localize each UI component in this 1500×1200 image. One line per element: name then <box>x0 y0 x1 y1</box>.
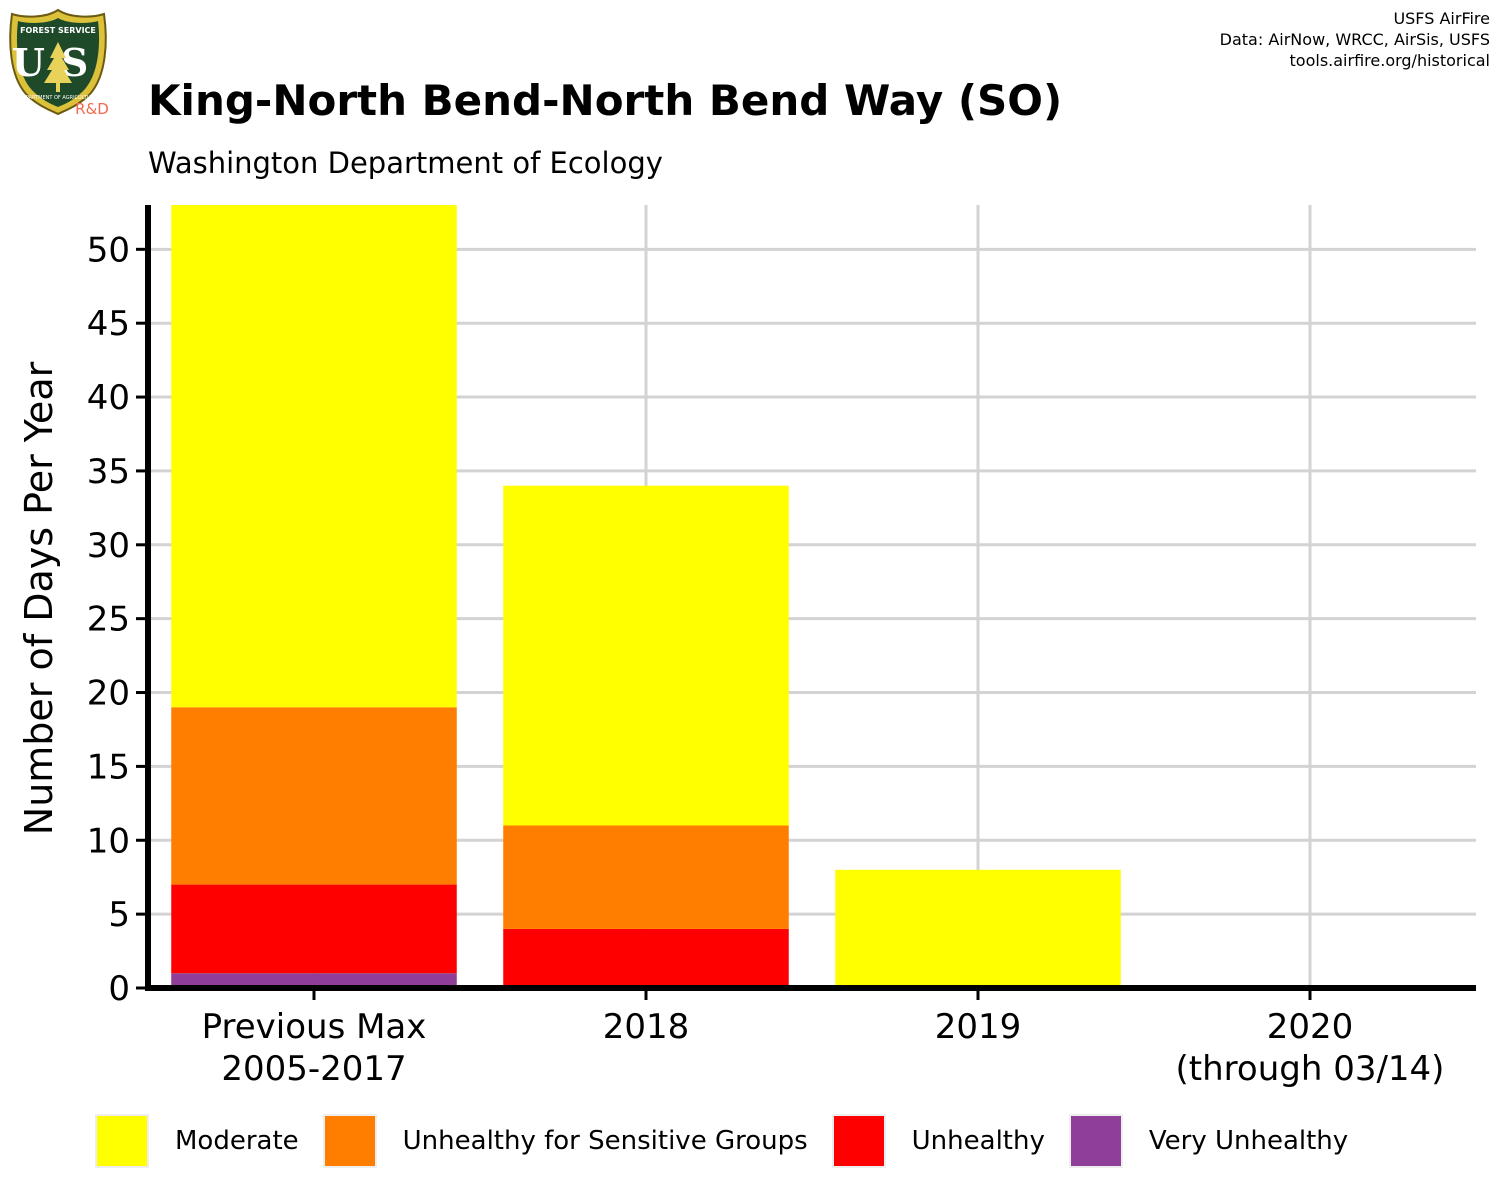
x-tick-label: 2005-2017 <box>221 1049 406 1089</box>
y-tick-label: 0 <box>108 969 130 1009</box>
chart-subtitle: Washington Department of Ecology <box>148 146 663 180</box>
legend-swatch <box>322 1114 377 1168</box>
bar-segment <box>835 869 1121 988</box>
legend-label: Moderate <box>175 1126 299 1156</box>
legend: Moderate Unhealthy for Sensitive Groups Un… <box>95 1112 1372 1170</box>
y-tick-label: 30 <box>87 526 130 566</box>
logo-badge: R&D <box>75 100 109 118</box>
y-tick-label: 5 <box>108 895 130 935</box>
credit-line-data: Data: AirNow, WRCC, AirSis, USFS <box>1219 30 1490 49</box>
legend-label: Unhealthy for Sensitive Groups <box>402 1126 808 1156</box>
legend-item: Unhealthy for Sensitive Groups <box>322 1114 808 1168</box>
logo-arc-text: FOREST SERVICE <box>20 26 96 35</box>
legend-swatch <box>1068 1114 1123 1168</box>
legend-label: Very Unhealthy <box>1148 1126 1349 1156</box>
legend-item: Unhealthy <box>831 1114 1045 1168</box>
bar-segment <box>171 205 457 708</box>
x-tick-label: 2019 <box>935 1007 1022 1047</box>
bar-segment <box>171 884 457 974</box>
legend-swatch <box>831 1114 886 1168</box>
logo-bottom-text: DEPARTMENT OF AGRICULTURE <box>19 95 97 101</box>
credits: USFS AirFire Data: AirNow, WRCC, AirSis,… <box>1220 8 1490 71</box>
bar-segment <box>171 973 457 988</box>
y-axis-title: Number of Days Per Year <box>17 361 61 835</box>
x-tick-label: 2020 <box>1267 1007 1354 1047</box>
y-tick-label: 25 <box>87 600 130 640</box>
legend-item: Very Unhealthy <box>1068 1114 1349 1168</box>
x-tick-label: Previous Max <box>202 1007 427 1047</box>
usfs-shield-icon: FOREST SERVICE US DEPARTMENT OF AGRICULT… <box>9 8 109 118</box>
y-tick-label: 45 <box>87 304 130 344</box>
y-tick-label: 50 <box>87 230 130 270</box>
bar-segment <box>503 825 789 929</box>
bar-segment <box>503 485 789 826</box>
y-tick-label: 40 <box>87 378 130 418</box>
x-tick-label: 2018 <box>603 1007 690 1047</box>
bar-segment <box>171 707 457 885</box>
y-tick-label: 15 <box>87 747 130 787</box>
credit-line-url: tools.airfire.org/historical <box>1289 51 1490 70</box>
x-tick-label: (through 03/14) <box>1176 1049 1445 1089</box>
y-tick-label: 35 <box>87 452 130 492</box>
y-tick-label: 20 <box>87 674 130 714</box>
legend-swatch <box>95 1114 149 1168</box>
y-tick-label: 10 <box>87 821 130 861</box>
chart-title: King-North Bend-North Bend Way (SO) <box>148 76 1063 125</box>
bar-segment <box>503 928 789 988</box>
legend-item: Moderate <box>95 1114 299 1168</box>
credit-line-source: USFS AirFire <box>1393 9 1490 28</box>
legend-label: Unhealthy <box>911 1126 1045 1156</box>
